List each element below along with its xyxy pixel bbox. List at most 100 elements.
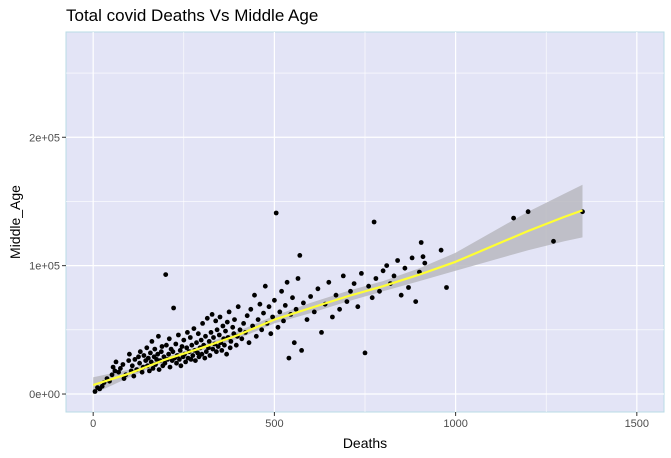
data-point [131,373,137,379]
data-point [223,328,228,334]
x-tick-label: 500 [265,418,283,430]
data-point [158,349,164,355]
data-point [219,348,225,353]
data-point [257,301,263,307]
data-point [129,363,135,369]
data-point [244,313,250,319]
data-point [293,306,299,312]
data-point [181,337,187,343]
data-point [422,260,428,266]
data-point [268,331,274,337]
data-point [369,295,375,301]
data-point [444,285,449,290]
data-point [145,355,151,361]
data-point [162,360,168,366]
data-point [224,351,230,357]
data-point [112,368,118,374]
data-point [239,336,245,342]
data-point [319,330,324,335]
x-axis-title: Deaths [343,435,387,451]
data-point [275,324,281,330]
data-point [156,333,161,339]
data-point [315,286,321,292]
data-point [252,292,257,298]
data-point [418,240,424,245]
data-point [121,376,127,381]
data-point [148,359,154,365]
data-point [208,330,214,335]
data-point [373,276,379,281]
data-point [391,273,397,279]
data-point [220,323,226,329]
data-point [177,348,183,353]
data-point [148,350,153,356]
data-point [359,271,364,276]
data-point [413,299,419,304]
data-point [195,350,201,356]
data-point [511,215,516,221]
x-tick-label: 0 [90,418,96,430]
data-point [253,333,259,339]
data-point [193,358,198,363]
data-point [291,340,297,346]
confidence-band [93,184,583,394]
data-point [237,327,243,333]
data-point [384,263,390,268]
data-point [189,342,195,348]
data-point [266,304,272,310]
data-point [173,341,179,347]
data-point [126,358,132,363]
data-point [277,309,283,315]
data-point [118,366,123,371]
data-point [525,209,531,215]
data-point [272,297,277,303]
data-point [351,281,357,286]
data-point [202,355,208,361]
data-point [113,359,119,365]
data-point [222,342,227,348]
data-point [156,367,162,372]
data-point [137,349,143,355]
data-point [161,354,167,360]
data-point [120,362,126,367]
y-tick-label: 0e+00 [29,389,60,401]
data-point [136,354,141,360]
data-point [149,339,155,344]
data-point [209,312,215,317]
data-point [204,315,210,321]
data-point [340,273,346,279]
x-tick-label: 1500 [625,418,649,430]
data-point [210,346,216,352]
data-point [230,324,236,330]
data-point [178,363,184,369]
data-point [248,306,254,312]
data-point [110,364,116,370]
data-point [299,348,304,353]
data-point [184,345,190,351]
data-point [170,349,176,355]
data-point [228,339,234,344]
data-point [139,369,145,375]
data-point [438,247,444,253]
data-point [217,314,223,320]
data-point [213,318,219,324]
data-point [215,344,221,349]
data-point [227,345,233,351]
data-point [144,345,150,351]
data-point [163,272,169,277]
data-point [206,339,212,344]
data-point [362,350,368,356]
data-point [371,219,377,225]
data-point [273,210,279,216]
data-point [255,317,261,322]
data-point [199,351,205,357]
data-point [395,258,400,263]
data-point [281,318,286,324]
data-point [179,344,185,349]
data-point [290,295,295,301]
data-point [141,353,147,358]
data-point [232,317,237,322]
data-point [176,332,181,338]
data-point [126,351,132,357]
data-point [177,357,182,362]
